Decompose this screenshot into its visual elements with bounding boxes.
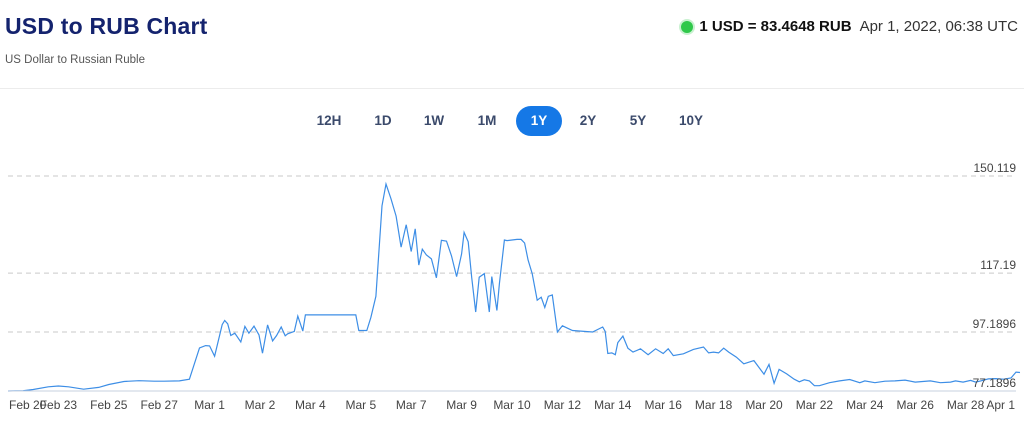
x-tick-label: Feb 27 — [141, 398, 179, 412]
page-subtitle: US Dollar to Russian Ruble — [5, 54, 145, 66]
x-tick-label: Mar 1 — [194, 398, 225, 412]
y-tick-label: 150.119 — [974, 161, 1017, 175]
x-tick-label: Feb 20 — [9, 398, 47, 412]
y-tick-label: 97.1896 — [973, 317, 1017, 331]
y-tick-label: 117.19 — [980, 258, 1016, 272]
rate-box: 1 USD = 83.4648 RUB Apr 1, 2022, 06:38 U… — [681, 18, 1018, 35]
range-button-1w[interactable]: 1W — [414, 106, 454, 136]
range-button-2y[interactable]: 2Y — [568, 106, 608, 136]
grid-lines — [8, 175, 1016, 333]
range-button-12h[interactable]: 12H — [309, 106, 349, 136]
header-divider — [0, 88, 1024, 89]
x-tick-label: Mar 26 — [897, 398, 935, 412]
range-button-5y[interactable]: 5Y — [618, 106, 658, 136]
x-tick-label: Mar 9 — [446, 398, 477, 412]
x-tick-label: Mar 2 — [245, 398, 276, 412]
x-tick-label: Mar 5 — [345, 398, 376, 412]
x-tick-label: Mar 20 — [745, 398, 783, 412]
rate-timestamp: Apr 1, 2022, 06:38 UTC — [859, 18, 1018, 35]
x-tick-label: Feb 25 — [90, 398, 128, 412]
x-tick-label: Mar 14 — [594, 398, 632, 412]
range-button-1m[interactable]: 1M — [467, 106, 507, 136]
x-tick-label: Mar 4 — [295, 398, 326, 412]
range-button-1d[interactable]: 1D — [363, 106, 403, 136]
page-title: USD to RUB Chart — [5, 13, 208, 39]
series-line — [7, 181, 1021, 392]
x-tick-label: Apr 1 — [986, 398, 1015, 412]
x-tick-label: Mar 24 — [846, 398, 884, 412]
x-tick-label: Mar 18 — [695, 398, 733, 412]
range-button-1y[interactable]: 1Y — [516, 106, 562, 136]
y-tick-label: 77.1896 — [973, 376, 1017, 390]
x-tick-label: Feb 23 — [40, 398, 78, 412]
time-range-selector: 12H 1D 1W 1M 1Y 2Y 5Y 10Y — [0, 106, 1024, 136]
x-tick-label: Mar 10 — [493, 398, 531, 412]
range-button-10y[interactable]: 10Y — [671, 106, 711, 136]
live-status-dot-icon — [681, 20, 694, 33]
x-tick-label: Mar 12 — [544, 398, 582, 412]
x-tick-label: Mar 7 — [396, 398, 427, 412]
x-tick-label: Mar 16 — [645, 398, 683, 412]
x-tick-label: Mar 22 — [796, 398, 834, 412]
x-tick-label: Mar 28 — [947, 398, 985, 412]
y-tick-labels: 150.119 117.19 97.1896 77.1896 — [973, 161, 1017, 390]
exchange-rate: 1 USD = 83.4648 RUB — [699, 18, 852, 35]
